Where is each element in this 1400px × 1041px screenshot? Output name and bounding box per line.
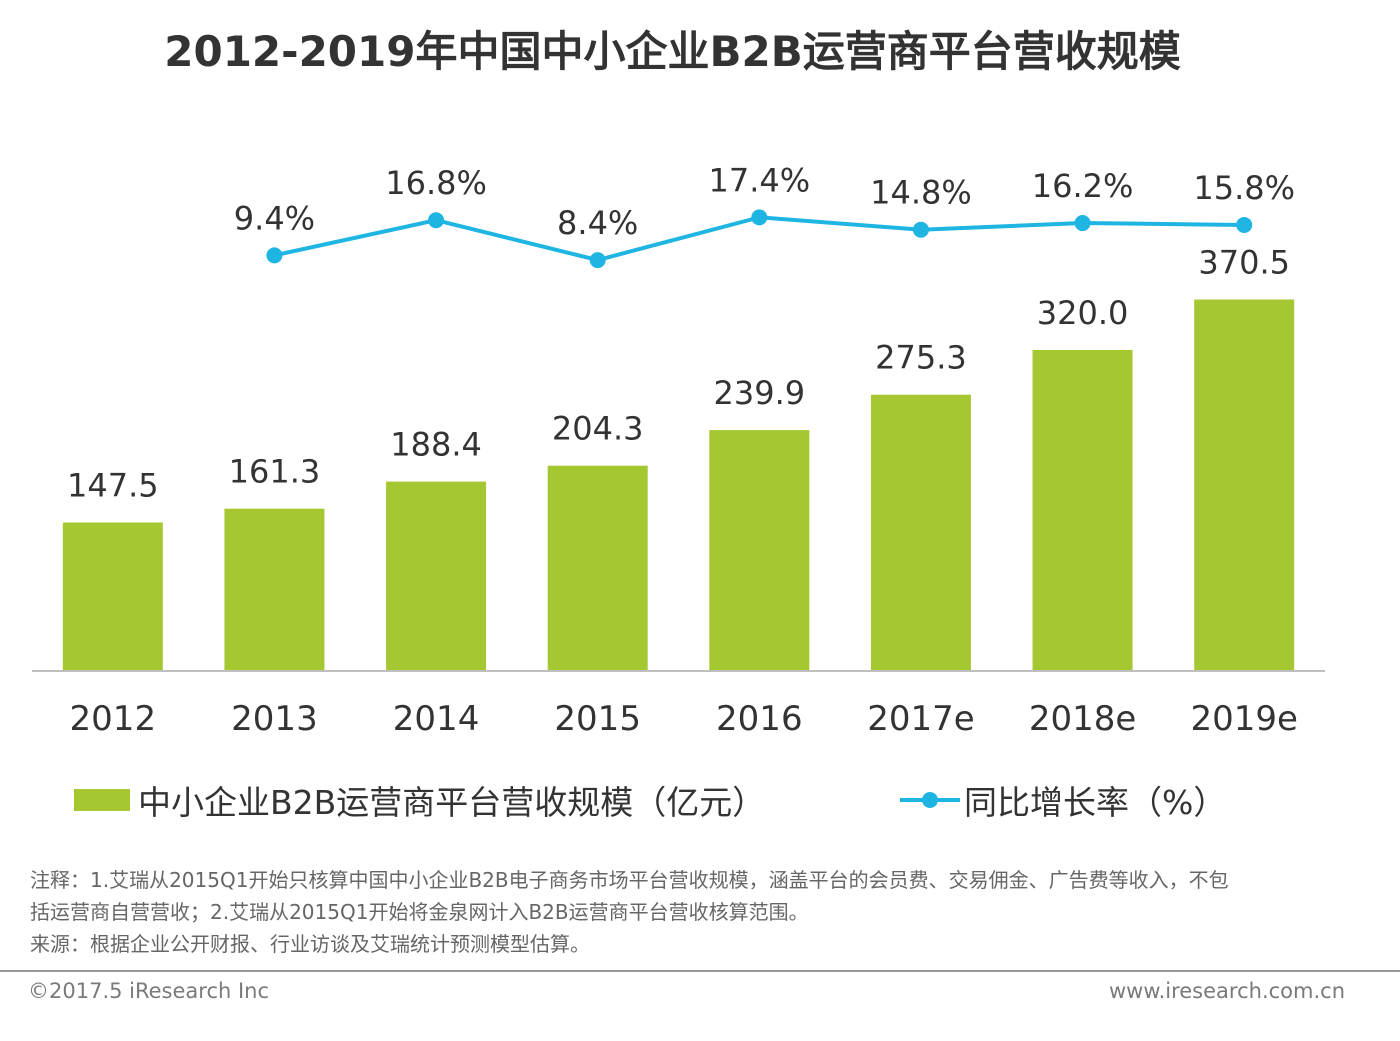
bar bbox=[1194, 299, 1295, 670]
bar-value-label: 147.5 bbox=[67, 467, 159, 505]
notes: 注释：1.艾瑞从2015Q1开始只核算中国中小企业B2B电子商务市场平台营收规模… bbox=[30, 864, 1375, 960]
legend-swatch-bar bbox=[74, 789, 130, 811]
growth-value-label: 17.4% bbox=[708, 161, 810, 199]
legend-item-revenue: 中小企业B2B运营商平台营收规模（亿元） bbox=[74, 776, 765, 824]
growth-value-label: 14.8% bbox=[870, 174, 972, 212]
bar-value-label: 204.3 bbox=[552, 410, 644, 448]
growth-point bbox=[1074, 215, 1091, 232]
bar-value-label: 370.5 bbox=[1198, 244, 1290, 282]
x-tick-label: 2016 bbox=[716, 699, 803, 739]
note-line-1: 注释：1.艾瑞从2015Q1开始只核算中国中小企业B2B电子商务市场平台营收规模… bbox=[30, 868, 1229, 892]
source-line: 来源：根据企业公开财报、行业访谈及艾瑞统计预测模型估算。 bbox=[30, 932, 590, 956]
growth-point bbox=[266, 247, 283, 264]
chart-title: 2012-2019年中国中小企业B2B运营商平台营收规模 bbox=[164, 27, 1181, 76]
legend-label-revenue: 中小企业B2B运营商平台营收规模（亿元） bbox=[138, 783, 766, 822]
legend-swatch-line bbox=[900, 792, 960, 808]
bar bbox=[870, 394, 971, 670]
bar-value-label: 239.9 bbox=[714, 374, 806, 412]
x-tick-label: 2012 bbox=[70, 699, 157, 739]
bar-value-label: 188.4 bbox=[390, 426, 482, 464]
footer-divider bbox=[0, 970, 1400, 972]
growth-value-label: 9.4% bbox=[234, 199, 315, 237]
copyright-text: ©2017.5 iResearch Inc bbox=[28, 979, 270, 1003]
growth-value-label: 16.2% bbox=[1032, 167, 1134, 205]
x-tick-label: 2019e bbox=[1190, 699, 1297, 739]
growth-point bbox=[428, 212, 445, 229]
x-tick-label: 2013 bbox=[231, 699, 318, 739]
bar bbox=[1032, 350, 1133, 670]
bar bbox=[547, 465, 648, 670]
growth-point bbox=[751, 209, 768, 226]
bar-value-label: 161.3 bbox=[229, 453, 321, 491]
legend-item-growth: 同比增长率（%） bbox=[900, 776, 1226, 824]
x-tick-label: 2017e bbox=[867, 699, 974, 739]
bar-value-label: 320.0 bbox=[1037, 294, 1129, 332]
growth-value-label: 15.8% bbox=[1193, 169, 1295, 207]
growth-point bbox=[589, 252, 606, 269]
legend-label-growth: 同比增长率（%） bbox=[964, 783, 1227, 822]
bar-value-label: 275.3 bbox=[875, 339, 967, 377]
x-tick-label: 2018e bbox=[1029, 699, 1136, 739]
bar bbox=[224, 508, 325, 670]
growth-point bbox=[1236, 216, 1253, 233]
chart-area: 147.5 2012 161.3 2013 188.4 2014 204.3 2015 239.… bbox=[32, 161, 1325, 739]
x-tick-label: 2014 bbox=[393, 699, 480, 739]
note-line-2: 括运营商自营营收；2.艾瑞从2015Q1开始将金泉网计入B2B运营商平台营收核算… bbox=[30, 900, 809, 924]
bar bbox=[62, 522, 163, 670]
website-text: www.iresearch.com.cn bbox=[1108, 979, 1345, 1003]
bar bbox=[386, 481, 487, 670]
growth-point bbox=[912, 221, 929, 238]
growth-value-label: 16.8% bbox=[385, 164, 487, 202]
growth-value-label: 8.4% bbox=[557, 204, 638, 242]
x-tick-label: 2015 bbox=[554, 699, 641, 739]
bar bbox=[709, 430, 810, 670]
